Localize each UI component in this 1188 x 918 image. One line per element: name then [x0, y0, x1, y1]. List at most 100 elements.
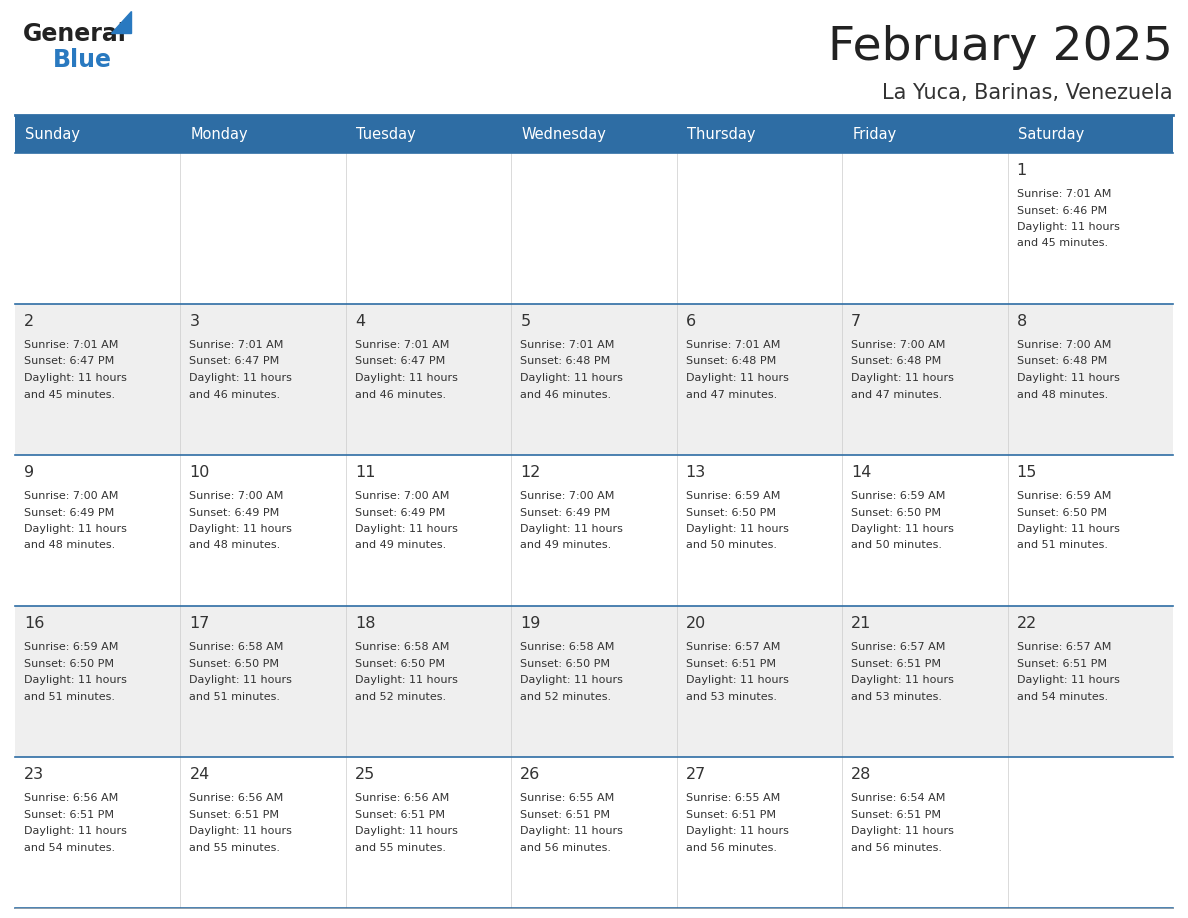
Text: and 53 minutes.: and 53 minutes. [851, 691, 942, 701]
Text: Sunrise: 7:01 AM: Sunrise: 7:01 AM [24, 340, 119, 350]
Text: Sunrise: 7:01 AM: Sunrise: 7:01 AM [520, 340, 614, 350]
Text: General: General [23, 22, 127, 46]
Text: Sunset: 6:50 PM: Sunset: 6:50 PM [189, 658, 279, 668]
Text: February 2025: February 2025 [828, 25, 1173, 70]
Text: Sunrise: 7:00 AM: Sunrise: 7:00 AM [851, 340, 946, 350]
Bar [15, 153, 1173, 304]
Text: Sunrise: 6:56 AM: Sunrise: 6:56 AM [355, 793, 449, 803]
Text: Sunset: 6:51 PM: Sunset: 6:51 PM [685, 658, 776, 668]
Text: Daylight: 11 hours: Daylight: 11 hours [355, 826, 457, 836]
Text: 25: 25 [355, 767, 375, 782]
Text: Sunset: 6:50 PM: Sunset: 6:50 PM [685, 508, 776, 518]
Text: Sunday: Sunday [25, 127, 80, 141]
Text: La Yuca, Barinas, Venezuela: La Yuca, Barinas, Venezuela [883, 83, 1173, 103]
Text: Saturday: Saturday [1018, 127, 1083, 141]
Text: Sunset: 6:46 PM: Sunset: 6:46 PM [1017, 206, 1107, 216]
Text: Sunset: 6:50 PM: Sunset: 6:50 PM [1017, 508, 1106, 518]
Text: and 46 minutes.: and 46 minutes. [355, 389, 446, 399]
Text: Daylight: 11 hours: Daylight: 11 hours [24, 675, 127, 685]
Text: and 51 minutes.: and 51 minutes. [24, 691, 115, 701]
Text: 7: 7 [851, 314, 861, 329]
Text: 8: 8 [1017, 314, 1026, 329]
Polygon shape [110, 11, 131, 33]
Text: Daylight: 11 hours: Daylight: 11 hours [189, 373, 292, 383]
Text: Sunrise: 7:00 AM: Sunrise: 7:00 AM [189, 491, 284, 501]
Text: Sunset: 6:51 PM: Sunset: 6:51 PM [851, 810, 941, 820]
Bar [15, 304, 1173, 455]
Text: and 48 minutes.: and 48 minutes. [1017, 389, 1108, 399]
Bar [15, 757, 1173, 908]
Text: Sunset: 6:51 PM: Sunset: 6:51 PM [189, 810, 279, 820]
Text: Daylight: 11 hours: Daylight: 11 hours [685, 675, 789, 685]
Text: Sunset: 6:47 PM: Sunset: 6:47 PM [355, 356, 446, 366]
Text: and 51 minutes.: and 51 minutes. [189, 691, 280, 701]
Text: Sunset: 6:50 PM: Sunset: 6:50 PM [520, 658, 611, 668]
Text: Sunrise: 6:59 AM: Sunrise: 6:59 AM [1017, 491, 1111, 501]
Text: Sunset: 6:48 PM: Sunset: 6:48 PM [685, 356, 776, 366]
Text: Sunrise: 6:56 AM: Sunrise: 6:56 AM [24, 793, 119, 803]
Text: Sunrise: 7:01 AM: Sunrise: 7:01 AM [355, 340, 449, 350]
Text: 16: 16 [24, 616, 44, 631]
Text: and 48 minutes.: and 48 minutes. [189, 541, 280, 551]
Text: Sunrise: 7:00 AM: Sunrise: 7:00 AM [24, 491, 119, 501]
Text: Sunrise: 6:57 AM: Sunrise: 6:57 AM [685, 642, 781, 652]
Text: 12: 12 [520, 465, 541, 480]
Text: 4: 4 [355, 314, 365, 329]
Text: Sunrise: 6:54 AM: Sunrise: 6:54 AM [851, 793, 946, 803]
Text: Sunrise: 7:00 AM: Sunrise: 7:00 AM [520, 491, 614, 501]
Text: 21: 21 [851, 616, 872, 631]
Text: Sunset: 6:51 PM: Sunset: 6:51 PM [520, 810, 611, 820]
Text: Daylight: 11 hours: Daylight: 11 hours [1017, 524, 1119, 534]
Text: Sunset: 6:49 PM: Sunset: 6:49 PM [189, 508, 279, 518]
Text: Sunrise: 7:00 AM: Sunrise: 7:00 AM [1017, 340, 1111, 350]
Text: 5: 5 [520, 314, 530, 329]
Text: Sunrise: 6:56 AM: Sunrise: 6:56 AM [189, 793, 284, 803]
Bar [15, 115, 181, 153]
Text: Tuesday: Tuesday [356, 127, 416, 141]
Text: Daylight: 11 hours: Daylight: 11 hours [851, 373, 954, 383]
Text: Sunrise: 6:57 AM: Sunrise: 6:57 AM [1017, 642, 1111, 652]
Text: Daylight: 11 hours: Daylight: 11 hours [24, 826, 127, 836]
Text: Sunrise: 7:01 AM: Sunrise: 7:01 AM [1017, 189, 1111, 199]
Text: Monday: Monday [190, 127, 248, 141]
Text: Sunset: 6:49 PM: Sunset: 6:49 PM [24, 508, 114, 518]
Text: 9: 9 [24, 465, 34, 480]
Text: and 46 minutes.: and 46 minutes. [189, 389, 280, 399]
Text: 2: 2 [24, 314, 34, 329]
Bar [511, 115, 677, 153]
Text: 28: 28 [851, 767, 872, 782]
Text: Daylight: 11 hours: Daylight: 11 hours [851, 826, 954, 836]
Text: 15: 15 [1017, 465, 1037, 480]
Text: Sunset: 6:48 PM: Sunset: 6:48 PM [851, 356, 941, 366]
Text: Sunset: 6:50 PM: Sunset: 6:50 PM [851, 508, 941, 518]
Text: Daylight: 11 hours: Daylight: 11 hours [851, 524, 954, 534]
Text: Daylight: 11 hours: Daylight: 11 hours [355, 675, 457, 685]
Text: and 46 minutes.: and 46 minutes. [520, 389, 612, 399]
Text: Daylight: 11 hours: Daylight: 11 hours [355, 373, 457, 383]
Text: Sunrise: 6:59 AM: Sunrise: 6:59 AM [24, 642, 119, 652]
Text: 17: 17 [189, 616, 210, 631]
Text: Sunrise: 6:55 AM: Sunrise: 6:55 AM [685, 793, 781, 803]
Text: Daylight: 11 hours: Daylight: 11 hours [685, 524, 789, 534]
Text: Sunset: 6:51 PM: Sunset: 6:51 PM [355, 810, 444, 820]
Text: Daylight: 11 hours: Daylight: 11 hours [189, 524, 292, 534]
Text: Sunset: 6:48 PM: Sunset: 6:48 PM [520, 356, 611, 366]
Bar [15, 455, 1173, 606]
Text: 13: 13 [685, 465, 706, 480]
Text: Sunset: 6:47 PM: Sunset: 6:47 PM [189, 356, 279, 366]
Text: and 54 minutes.: and 54 minutes. [1017, 691, 1107, 701]
Text: and 55 minutes.: and 55 minutes. [189, 843, 280, 853]
Text: 18: 18 [355, 616, 375, 631]
Text: and 45 minutes.: and 45 minutes. [24, 389, 115, 399]
Text: 20: 20 [685, 616, 706, 631]
Text: 23: 23 [24, 767, 44, 782]
Text: Sunrise: 7:01 AM: Sunrise: 7:01 AM [685, 340, 781, 350]
Text: Sunrise: 7:01 AM: Sunrise: 7:01 AM [189, 340, 284, 350]
Bar [181, 115, 346, 153]
Text: and 50 minutes.: and 50 minutes. [851, 541, 942, 551]
Text: Daylight: 11 hours: Daylight: 11 hours [520, 373, 624, 383]
Text: 24: 24 [189, 767, 209, 782]
Text: Daylight: 11 hours: Daylight: 11 hours [355, 524, 457, 534]
Text: Daylight: 11 hours: Daylight: 11 hours [520, 826, 624, 836]
Text: Daylight: 11 hours: Daylight: 11 hours [1017, 675, 1119, 685]
